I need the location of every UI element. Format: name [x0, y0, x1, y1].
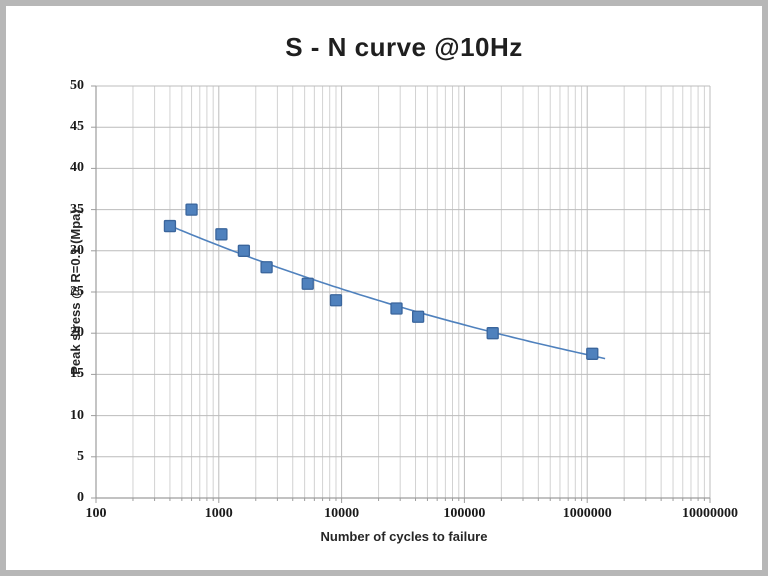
data-point-marker [163, 219, 177, 233]
plot-area [91, 85, 711, 503]
data-point-marker [301, 277, 314, 290]
x-tick-label: 100000 [443, 506, 486, 521]
y-tick-label: 20 [70, 325, 84, 341]
y-tick-label: 5 [77, 448, 84, 464]
data-point-marker [586, 347, 599, 360]
y-tick-label: 40 [70, 160, 84, 176]
data-point-marker [486, 327, 499, 340]
y-axis-title: Peak stress @ R=0.1 (Mpa) [68, 209, 83, 375]
x-tick-label: 1000 [204, 506, 233, 521]
y-tick-label: 30 [70, 242, 84, 258]
y-tick-label: 45 [70, 119, 84, 135]
data-point-marker [185, 203, 198, 216]
y-tick-label: 15 [70, 366, 84, 382]
y-tick-label: 0 [77, 490, 84, 505]
data-point-marker [390, 302, 403, 315]
x-axis-title: Number of cycles to failure [320, 529, 488, 544]
y-tick-label: 35 [70, 201, 84, 217]
x-tick-label: 100 [85, 506, 107, 521]
y-tick-label: 10 [70, 407, 84, 423]
x-tick-label: 1000000 [562, 506, 612, 521]
y-tick-label: 25 [70, 284, 84, 299]
x-tick-label: 10000 [324, 506, 360, 521]
data-point-marker [411, 310, 425, 323]
data-point-marker [260, 261, 273, 274]
y-tick-label: 50 [70, 78, 84, 93]
data-point-marker [237, 244, 251, 257]
x-tick-label: 10000000 [682, 506, 738, 521]
data-point-marker [329, 294, 343, 307]
chart-title: S - N curve @10Hz [285, 32, 523, 62]
data-point-marker [215, 228, 228, 241]
